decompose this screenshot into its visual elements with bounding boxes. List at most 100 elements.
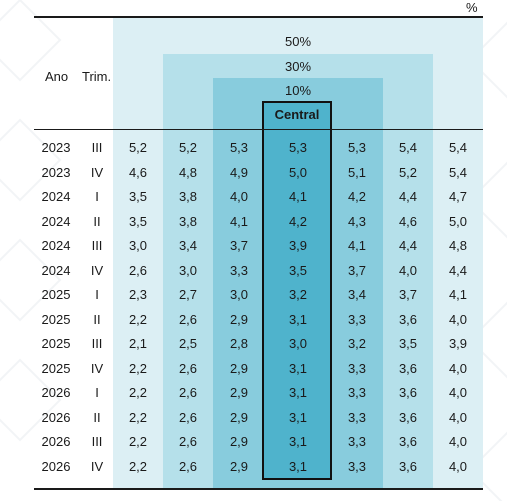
cell-value: 3,3	[347, 311, 367, 327]
cell-value: 3,0	[229, 287, 249, 302]
cell-value: 2,6	[178, 311, 198, 327]
cell-value: 3,4	[178, 238, 198, 253]
cell-value: 3,6	[398, 360, 418, 376]
cell-value: 2,2	[128, 409, 148, 425]
cell-value: 3,8	[178, 189, 198, 204]
cell-value: 4,0	[448, 360, 468, 376]
cell-value: 3,9	[288, 238, 308, 253]
cell-value: 3,0	[128, 238, 148, 253]
cell-value: 3,1	[288, 385, 308, 400]
cell-value: 3,6	[398, 434, 418, 449]
cell-value: 4,6	[398, 213, 418, 229]
cell-ano: 2025	[41, 336, 71, 351]
cell-value: 4,2	[288, 213, 308, 229]
band-10-label: 10%	[284, 83, 312, 98]
table-row: 2026 IV 2,2 2,6 2,9 3,1 3,3 3,6 4,0	[0, 457, 507, 477]
cell-value: 4,0	[229, 189, 249, 204]
cell-value: 3,5	[398, 336, 418, 351]
table-row: 2025 III 2,1 2,5 2,8 3,0 3,2 3,5 3,9	[0, 334, 507, 354]
cell-value: 3,7	[398, 287, 418, 302]
cell-ano: 2023	[41, 140, 71, 155]
cell-ano: 2024	[41, 189, 71, 204]
table-row: 2023 IV 4,6 4,8 4,9 5,0 5,1 5,2 5,4	[0, 163, 507, 183]
band-30-label: 30%	[284, 59, 312, 74]
cell-value: 4,1	[288, 189, 308, 204]
cell-value: 2,9	[229, 458, 249, 474]
cell-trim: IV	[90, 360, 104, 376]
cell-ano: 2026	[41, 385, 71, 400]
cell-trim: I	[95, 385, 99, 400]
cell-value: 3,0	[178, 262, 198, 278]
cell-value: 2,6	[178, 360, 198, 376]
cell-value: 3,6	[398, 385, 418, 400]
cell-value: 3,5	[128, 189, 148, 204]
cell-trim: II	[93, 409, 101, 425]
cell-trim: I	[95, 287, 99, 302]
cell-value: 2,9	[229, 311, 249, 327]
cell-value: 2,6	[178, 434, 198, 449]
cell-trim: IV	[90, 262, 104, 278]
cell-trim: I	[95, 189, 99, 204]
cell-value: 2,9	[229, 434, 249, 449]
header-separator	[34, 129, 483, 130]
cell-value: 3,3	[229, 262, 249, 278]
cell-value: 3,1	[288, 434, 308, 449]
cell-value: 3,9	[448, 336, 468, 351]
cell-ano: 2024	[41, 238, 71, 253]
table-row: 2026 II 2,2 2,6 2,9 3,1 3,3 3,6 4,0	[0, 408, 507, 428]
cell-value: 2,2	[128, 360, 148, 376]
cell-trim: III	[91, 434, 103, 449]
band-central	[262, 101, 332, 480]
cell-value: 3,2	[347, 336, 367, 351]
cell-value: 3,3	[347, 385, 367, 400]
cell-value: 4,4	[398, 189, 418, 204]
cell-value: 5,1	[347, 164, 367, 180]
cell-value: 3,0	[288, 336, 308, 351]
cell-value: 2,9	[229, 409, 249, 425]
cell-value: 3,7	[229, 238, 249, 253]
cell-trim: III	[91, 238, 103, 253]
cell-value: 2,6	[178, 458, 198, 474]
cell-value: 2,6	[128, 262, 148, 278]
cell-value: 2,7	[178, 287, 198, 302]
cell-value: 3,6	[398, 458, 418, 474]
cell-value: 2,9	[229, 385, 249, 400]
cell-ano: 2025	[41, 287, 71, 302]
cell-value: 4,8	[178, 164, 198, 180]
cell-value: 5,3	[347, 140, 367, 155]
cell-ano: 2024	[41, 262, 71, 278]
cell-value: 3,6	[398, 311, 418, 327]
cell-value: 5,2	[398, 164, 418, 180]
cell-value: 2,2	[128, 385, 148, 400]
cell-value: 4,0	[448, 458, 468, 474]
cell-value: 4,4	[448, 262, 468, 278]
cell-value: 4,1	[229, 213, 249, 229]
table-row: 2023 III 5,2 5,2 5,3 5,3 5,3 5,4 5,4	[0, 138, 507, 158]
table-row: 2024 III 3,0 3,4 3,7 3,9 4,1 4,4 4,8	[0, 236, 507, 256]
cell-ano: 2023	[41, 164, 71, 180]
cell-ano: 2026	[41, 409, 71, 425]
cell-value: 5,0	[288, 164, 308, 180]
cell-value: 3,2	[288, 287, 308, 302]
table-row: 2025 I 2,3 2,7 3,0 3,2 3,4 3,7 4,1	[0, 285, 507, 305]
cell-value: 3,1	[288, 458, 308, 474]
cell-value: 3,1	[288, 311, 308, 327]
cell-value: 2,3	[128, 287, 148, 302]
table-row: 2026 III 2,2 2,6 2,9 3,1 3,3 3,6 4,0	[0, 432, 507, 452]
cell-trim: III	[91, 336, 103, 351]
top-rule	[34, 16, 483, 18]
cell-ano: 2025	[41, 311, 71, 327]
cell-value: 4,0	[448, 409, 468, 425]
table-row: 2024 I 3,5 3,8 4,0 4,1 4,2 4,4 4,7	[0, 187, 507, 207]
cell-value: 2,2	[128, 434, 148, 449]
band-50-label: 50%	[284, 34, 312, 49]
cell-value: 4,1	[347, 238, 367, 253]
cell-value: 5,2	[128, 140, 148, 155]
table-row: 2024 II 3,5 3,8 4,1 4,2 4,3 4,6 5,0	[0, 212, 507, 232]
cell-ano: 2026	[41, 434, 71, 449]
cell-value: 4,0	[398, 262, 418, 278]
cell-trim: IV	[90, 164, 104, 180]
cell-value: 3,5	[288, 262, 308, 278]
cell-ano: 2025	[41, 360, 71, 376]
cell-value: 3,3	[347, 458, 367, 474]
